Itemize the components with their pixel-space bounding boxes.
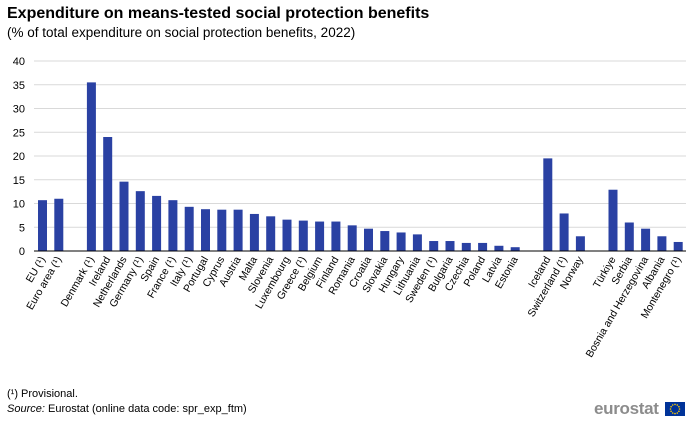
bar xyxy=(641,228,651,251)
bar xyxy=(478,242,488,251)
bar xyxy=(575,236,585,251)
y-tick-label: 30 xyxy=(13,104,25,116)
footnote: (¹) Provisional. xyxy=(7,388,78,400)
bar xyxy=(673,241,683,251)
bar xyxy=(412,234,422,252)
bar xyxy=(445,241,455,251)
chart-title: Expenditure on means-tested social prote… xyxy=(7,5,430,22)
bar xyxy=(461,242,471,251)
y-tick-label: 25 xyxy=(13,127,25,139)
bar xyxy=(543,158,553,252)
bar xyxy=(152,195,162,251)
bar xyxy=(282,219,292,251)
bar xyxy=(38,200,47,251)
bar xyxy=(624,222,634,251)
eurostat-logo-text: eurostat xyxy=(594,399,659,418)
bar xyxy=(429,241,439,251)
bar xyxy=(559,213,569,251)
bar xyxy=(364,228,373,251)
bar xyxy=(103,137,113,251)
bar xyxy=(233,209,243,251)
y-tick-label: 35 xyxy=(13,80,25,92)
bar xyxy=(201,209,210,251)
eurostat-logo: eurostat xyxy=(594,399,686,418)
bar xyxy=(331,221,341,251)
bar xyxy=(298,220,308,251)
bar xyxy=(608,189,618,251)
bar xyxy=(249,213,259,251)
y-tick-label: 10 xyxy=(13,199,25,211)
bar xyxy=(184,206,194,251)
bar xyxy=(494,245,504,251)
y-tick-label: 0 xyxy=(19,246,25,258)
bar xyxy=(217,209,227,251)
y-tick-label: 40 xyxy=(13,56,25,68)
bar xyxy=(396,232,406,251)
eu-flag-icon xyxy=(665,402,686,416)
chart-subtitle: (% of total expenditure on social protec… xyxy=(7,25,356,40)
bar xyxy=(510,247,520,251)
source-note: Source: Eurostat (online data code: spr_… xyxy=(7,403,247,415)
source-text: Eurostat (online data code: spr_exp_ftm) xyxy=(47,403,247,415)
y-tick-label: 15 xyxy=(13,175,25,187)
bar xyxy=(86,82,96,252)
bar xyxy=(119,181,129,251)
bar xyxy=(135,191,145,251)
bar xyxy=(168,200,178,251)
bar xyxy=(54,198,64,251)
y-tick-label: 5 xyxy=(19,222,25,234)
bar xyxy=(315,221,325,251)
bar xyxy=(266,216,276,251)
bar xyxy=(657,236,667,251)
source-label: Source: xyxy=(7,403,45,415)
y-tick-label: 20 xyxy=(13,151,25,163)
bar xyxy=(347,225,357,251)
bar xyxy=(380,231,390,251)
